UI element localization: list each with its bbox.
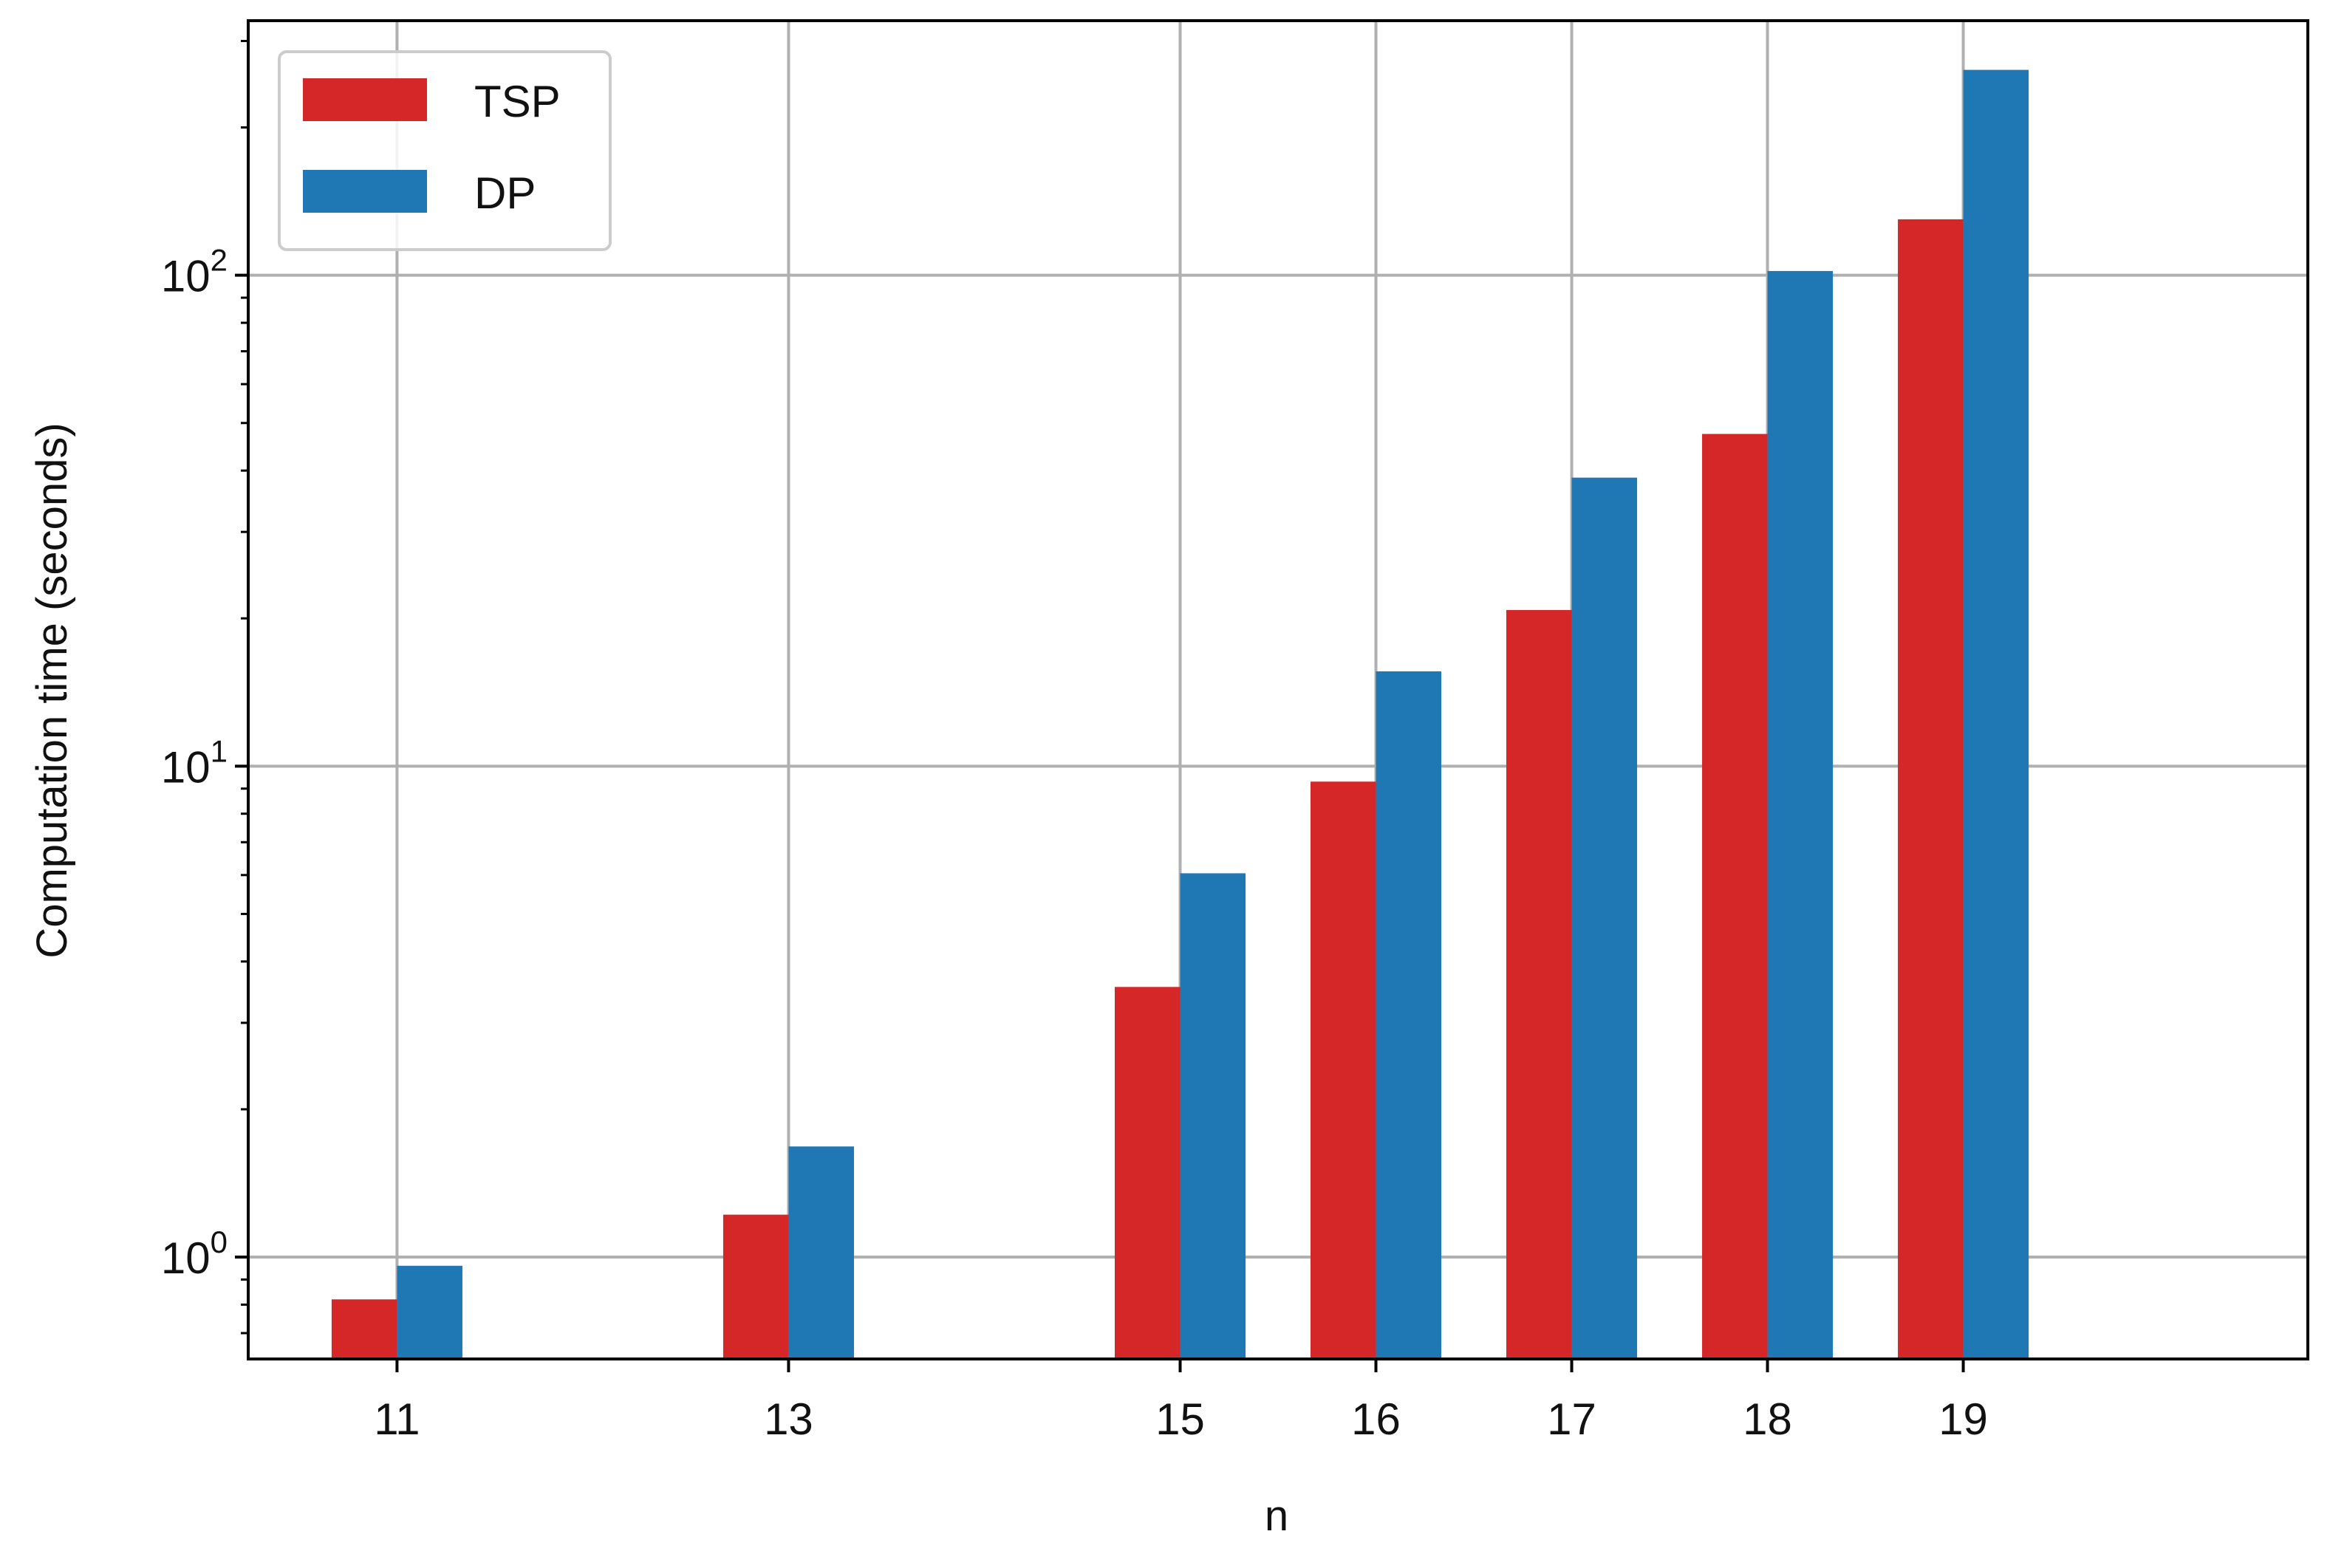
y-tick-label-10: 101 xyxy=(161,733,228,792)
bar-dp-n18 xyxy=(1767,270,1834,1359)
x-tick-label-17: 17 xyxy=(1547,1394,1596,1444)
bar-tsp-n18 xyxy=(1702,434,1768,1359)
y-axis-label: Computation time (seconds) xyxy=(28,422,76,958)
x-tick-label-15: 15 xyxy=(1155,1394,1205,1444)
bar-tsp-n16 xyxy=(1310,781,1376,1359)
bar-tsp-n17 xyxy=(1506,609,1572,1359)
x-tick-label-18: 18 xyxy=(1743,1394,1792,1444)
legend-swatch-dp xyxy=(303,170,427,213)
bar-dp-n19 xyxy=(1963,69,2029,1360)
y-tick-label-1: 100 xyxy=(161,1225,228,1283)
x-axis-label: n xyxy=(1265,1492,1288,1540)
x-tick-label-13: 13 xyxy=(764,1394,813,1444)
x-tick-label-19: 19 xyxy=(1938,1394,1988,1444)
legend-swatch-tsp xyxy=(303,78,427,121)
bar-tsp-n11 xyxy=(331,1299,397,1359)
x-tick-label-16: 16 xyxy=(1351,1394,1401,1444)
bar-dp-n13 xyxy=(788,1146,854,1359)
bars xyxy=(331,69,2029,1360)
bar-dp-n17 xyxy=(1571,477,1638,1359)
bar-tsp-n13 xyxy=(722,1214,789,1359)
legend-label-dp: DP xyxy=(474,168,536,218)
bar-dp-n16 xyxy=(1376,671,1442,1359)
plot-frame xyxy=(247,19,2309,1360)
bar-tsp-n19 xyxy=(1898,219,1964,1359)
axis-ticks: 11 13 15 16 17 18 19 100 101 102 xyxy=(161,40,1988,1444)
x-tick-label-11: 11 xyxy=(374,1394,420,1444)
legend-label-tsp: TSP xyxy=(474,77,561,126)
bar-dp-n15 xyxy=(1180,873,1246,1359)
bar-tsp-n15 xyxy=(1114,987,1181,1359)
bar-dp-n11 xyxy=(397,1265,462,1359)
legend: TSP DP xyxy=(278,50,612,251)
y-tick-label-100: 102 xyxy=(161,243,228,301)
